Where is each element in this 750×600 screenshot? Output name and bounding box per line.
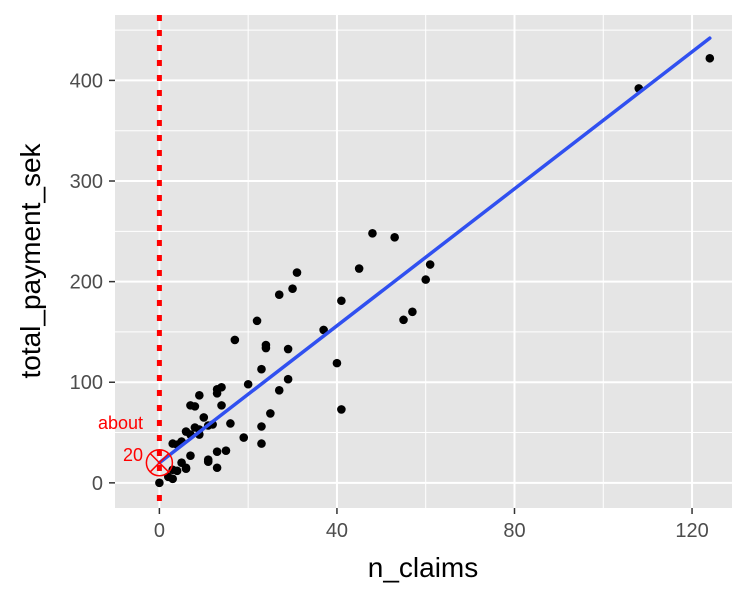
data-point bbox=[274, 290, 284, 300]
grid-minor bbox=[115, 15, 732, 508]
data-point bbox=[288, 284, 297, 293]
data-point bbox=[274, 385, 284, 395]
data-point bbox=[257, 439, 266, 448]
data-point bbox=[421, 275, 431, 284]
x-tick-label: 40 bbox=[326, 520, 348, 542]
panel-background bbox=[115, 15, 732, 508]
data-point bbox=[337, 296, 346, 306]
x-axis-title: n_claims bbox=[368, 552, 478, 583]
data-point bbox=[230, 335, 240, 345]
annotation-label-about: about bbox=[98, 413, 143, 433]
data-point bbox=[399, 315, 408, 325]
data-point bbox=[177, 458, 186, 468]
data-point bbox=[186, 401, 195, 410]
y-tick-label: 300 bbox=[70, 171, 103, 193]
x-axis-ticks: 0 40 80 120 bbox=[154, 508, 709, 542]
data-point bbox=[332, 358, 342, 368]
data-point bbox=[390, 233, 399, 242]
data-point bbox=[186, 451, 195, 460]
data-point bbox=[283, 374, 293, 384]
intercept-marker-cross bbox=[149, 452, 170, 473]
data-point bbox=[217, 401, 226, 410]
data-point bbox=[337, 405, 346, 414]
x-tick-label: 80 bbox=[503, 520, 525, 542]
regression-line bbox=[157, 36, 712, 465]
y-tick-label: 100 bbox=[70, 372, 103, 394]
intercept-marker-circle bbox=[145, 448, 174, 477]
data-point bbox=[292, 268, 302, 277]
data-point bbox=[261, 343, 271, 353]
data-point bbox=[221, 446, 231, 455]
annotation-layer: about 20 bbox=[98, 413, 174, 477]
points-layer bbox=[155, 53, 715, 488]
data-point bbox=[226, 419, 235, 428]
data-point bbox=[408, 307, 417, 317]
data-point bbox=[203, 457, 213, 467]
data-point bbox=[212, 463, 222, 473]
y-tick-label: 200 bbox=[70, 272, 103, 294]
data-point bbox=[155, 478, 164, 488]
data-point bbox=[168, 465, 178, 475]
data-point bbox=[190, 423, 200, 432]
data-point bbox=[425, 260, 435, 269]
data-point bbox=[195, 391, 204, 400]
y-axis-title: total_payment_sek bbox=[15, 142, 46, 378]
data-point bbox=[168, 439, 178, 448]
data-point bbox=[239, 433, 249, 442]
y-tick-label: 400 bbox=[70, 70, 103, 92]
annotation-label-value: 20 bbox=[123, 445, 143, 465]
data-point bbox=[354, 264, 364, 273]
data-point bbox=[368, 229, 377, 238]
data-point bbox=[257, 364, 266, 374]
x-tick-label: 120 bbox=[675, 520, 708, 542]
data-point bbox=[319, 325, 328, 335]
y-axis-ticks: 0 100 200 300 400 bbox=[70, 70, 115, 495]
data-point bbox=[181, 427, 191, 436]
fit-line-layer bbox=[157, 36, 712, 465]
data-point bbox=[243, 379, 253, 389]
data-point bbox=[283, 344, 293, 354]
y-tick-label: 0 bbox=[92, 473, 103, 495]
x-tick-label: 0 bbox=[154, 520, 165, 542]
data-point bbox=[212, 447, 222, 456]
data-point bbox=[252, 316, 262, 326]
data-point bbox=[257, 422, 266, 431]
data-point bbox=[199, 413, 209, 422]
data-point bbox=[212, 389, 222, 398]
data-point bbox=[705, 53, 715, 63]
data-point bbox=[266, 409, 275, 418]
